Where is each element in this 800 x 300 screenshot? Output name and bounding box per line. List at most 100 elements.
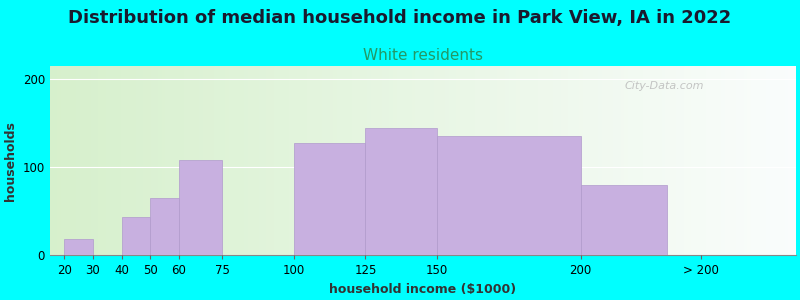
Bar	[143, 66, 147, 255]
Bar	[453, 66, 457, 255]
Bar	[740, 66, 744, 255]
Bar	[460, 66, 464, 255]
Bar	[225, 66, 229, 255]
Bar	[240, 66, 244, 255]
Bar	[390, 66, 393, 255]
Bar	[770, 66, 774, 255]
Bar	[430, 66, 434, 255]
Bar	[666, 66, 669, 255]
Bar	[393, 66, 397, 255]
Bar	[613, 66, 617, 255]
Bar	[195, 66, 199, 255]
Bar	[554, 66, 557, 255]
Bar	[639, 66, 643, 255]
Bar	[191, 66, 195, 255]
Bar	[777, 66, 781, 255]
Bar	[296, 66, 300, 255]
Bar	[307, 66, 311, 255]
Bar	[69, 66, 72, 255]
Bar	[404, 66, 408, 255]
Bar	[125, 66, 128, 255]
Bar	[710, 66, 714, 255]
Bar	[590, 66, 594, 255]
Bar	[247, 66, 251, 255]
Bar	[356, 66, 359, 255]
Bar	[714, 66, 718, 255]
Text: Distribution of median household income in Park View, IA in 2022: Distribution of median household income …	[68, 9, 732, 27]
Bar	[314, 66, 318, 255]
Bar	[538, 66, 542, 255]
Bar	[408, 66, 412, 255]
Bar	[486, 66, 490, 255]
Bar	[352, 66, 356, 255]
Bar	[512, 66, 516, 255]
Bar	[785, 66, 788, 255]
Bar	[173, 66, 177, 255]
Bar	[270, 66, 274, 255]
Bar	[598, 66, 602, 255]
Bar	[624, 66, 628, 255]
Bar	[64, 239, 93, 255]
Bar	[412, 66, 415, 255]
X-axis label: household income ($1000): household income ($1000)	[330, 283, 516, 296]
Bar	[467, 66, 471, 255]
Bar	[673, 66, 677, 255]
Bar	[471, 66, 475, 255]
Bar	[318, 66, 322, 255]
Bar	[733, 66, 736, 255]
Bar	[300, 66, 303, 255]
Bar	[621, 66, 624, 255]
Bar	[628, 66, 632, 255]
Bar	[594, 66, 598, 255]
Bar	[117, 66, 121, 255]
Bar	[725, 66, 729, 255]
Bar	[729, 66, 733, 255]
Bar	[184, 66, 188, 255]
Bar	[766, 66, 770, 255]
Bar	[91, 66, 94, 255]
Bar	[565, 66, 568, 255]
Bar	[58, 66, 61, 255]
Bar	[322, 66, 326, 255]
Bar	[114, 66, 117, 255]
Bar	[523, 66, 527, 255]
Bar	[180, 66, 184, 255]
Bar	[262, 66, 266, 255]
Bar	[490, 66, 494, 255]
Bar	[177, 66, 180, 255]
Bar	[214, 66, 218, 255]
Bar	[788, 66, 792, 255]
Bar	[179, 160, 222, 255]
Bar	[370, 66, 374, 255]
Bar	[442, 66, 446, 255]
Bar	[334, 66, 337, 255]
Bar	[281, 66, 285, 255]
Bar	[326, 66, 330, 255]
Bar	[83, 66, 87, 255]
Bar	[132, 66, 136, 255]
Bar	[166, 66, 169, 255]
Bar	[781, 66, 785, 255]
Bar	[50, 66, 54, 255]
Bar	[158, 66, 162, 255]
Bar	[255, 66, 258, 255]
Bar	[520, 66, 523, 255]
Bar	[534, 66, 538, 255]
Bar	[139, 66, 143, 255]
Bar	[718, 66, 722, 255]
Bar	[654, 66, 658, 255]
Bar	[606, 66, 610, 255]
Text: City-Data.com: City-Data.com	[624, 81, 704, 91]
Bar	[736, 66, 740, 255]
Bar	[505, 66, 509, 255]
Bar	[266, 66, 270, 255]
Bar	[150, 66, 154, 255]
Bar	[527, 66, 531, 255]
Bar	[722, 66, 725, 255]
Bar	[311, 66, 314, 255]
Bar	[274, 66, 278, 255]
Bar	[244, 66, 247, 255]
Bar	[121, 66, 125, 255]
Bar	[531, 66, 534, 255]
Bar	[258, 66, 262, 255]
